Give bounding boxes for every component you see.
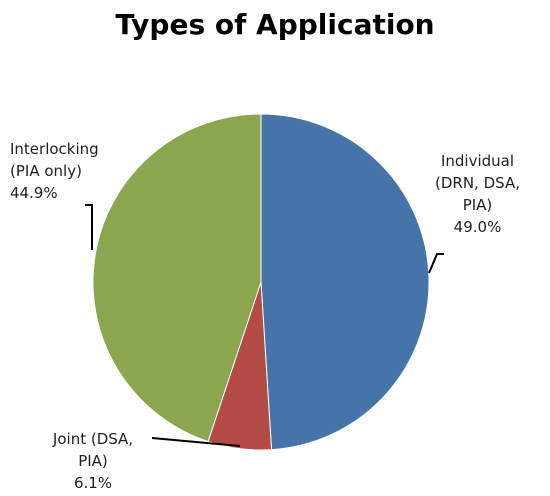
leader-line-3 (85, 204, 93, 250)
pie-slice-3 (92, 113, 262, 443)
chart-title: Types of Application (115, 8, 435, 41)
pie-slice-1 (260, 113, 430, 451)
data-label-individual: Individual (DRN, DSA, PIA) 49.0% (435, 152, 520, 236)
pie-slices (92, 113, 430, 451)
data-label-joint: Joint (DSA, PIA) 6.1% (52, 430, 134, 492)
leader-line-1 (428, 253, 444, 274)
leader-lines (85, 204, 444, 447)
data-label-interlocking: Interlocking (PIA only) 44.9% (10, 140, 99, 202)
leader-line-2 (151, 437, 241, 447)
